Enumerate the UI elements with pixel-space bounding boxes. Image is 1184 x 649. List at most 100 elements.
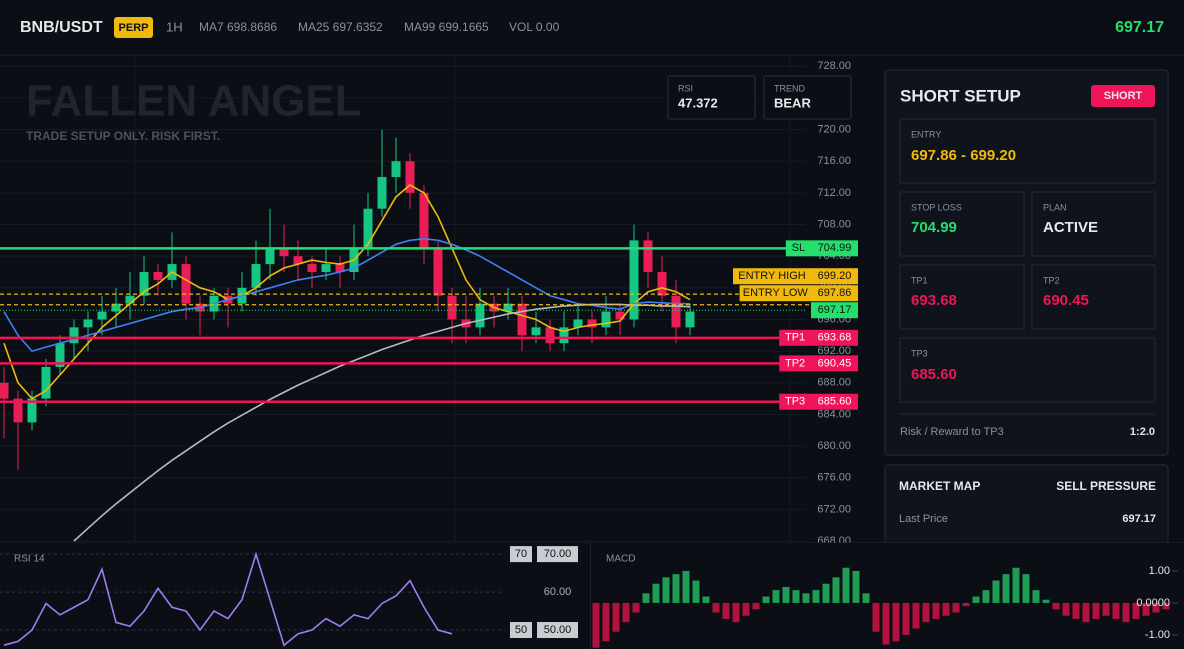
plan-card <box>1031 191 1156 257</box>
tp1-label: TP1 <box>911 275 928 285</box>
y-tick-label: 716.00 <box>817 155 851 167</box>
candle-body <box>13 398 23 423</box>
level-tag-name-bg <box>739 285 811 302</box>
macd-bar <box>672 574 680 603</box>
macd-bar <box>1032 590 1040 603</box>
level-tag-value: 704.99 <box>818 242 852 254</box>
rsi-line <box>3 551 453 647</box>
macd-bar <box>882 602 890 645</box>
entry-label: ENTRY <box>911 129 941 139</box>
y-tick-label: 672.00 <box>817 503 851 515</box>
macd-bar <box>912 602 920 629</box>
rsi-tick-bg <box>537 622 578 639</box>
macd-bar <box>1062 602 1070 616</box>
macd-bar <box>792 590 800 603</box>
market-map-title: MARKET MAP <box>899 479 980 493</box>
candle-body <box>27 398 37 423</box>
sl-value: 704.99 <box>911 219 957 236</box>
macd-bar <box>692 580 700 603</box>
macd-bar <box>1122 602 1130 623</box>
level-tag-name: ENTRY LOW <box>743 287 809 299</box>
macd-bar <box>712 602 720 613</box>
candle-body <box>629 240 639 320</box>
rr-value: 1:2.0 <box>1130 426 1155 438</box>
candle-body <box>433 248 443 296</box>
candle-body <box>517 303 527 336</box>
rsi-value: 47.372 <box>678 95 718 110</box>
candle-body <box>405 161 415 193</box>
candle-body <box>111 303 121 312</box>
candle-body <box>391 161 401 178</box>
macd-bar <box>812 590 820 603</box>
level-tag-name-bg <box>779 393 811 410</box>
macd-bar <box>1082 602 1090 623</box>
candle-body <box>587 319 597 328</box>
level-tag-value: 690.45 <box>818 357 852 369</box>
entry-card <box>899 118 1156 184</box>
macd-bar <box>902 602 910 635</box>
tp3-card <box>899 337 1156 403</box>
macd-bar <box>952 602 960 613</box>
rsi-label: RSI <box>678 83 693 93</box>
candle-body <box>335 264 345 272</box>
macd-tick-label: 1.00 <box>1149 565 1170 577</box>
level-tag-bg <box>811 393 858 410</box>
candle-body <box>671 295 681 328</box>
badge: PERP <box>119 22 149 34</box>
candle-body <box>251 264 261 288</box>
candle-body <box>41 366 51 399</box>
level-tag-name: ENTRY HIGH <box>738 270 805 282</box>
ma25-readout: MA25 697.6352 <box>298 20 383 34</box>
market-status: SELL PRESSURE <box>1056 479 1156 493</box>
tp3-value: 685.60 <box>911 366 957 383</box>
level-tag-bg <box>811 302 858 319</box>
interval[interactable]: 1H <box>166 19 183 34</box>
candle-body <box>265 248 275 265</box>
candle-body <box>657 271 667 296</box>
rsi-tick-label: 70.00 <box>544 548 572 560</box>
macd-bar <box>832 577 840 603</box>
macd-bar <box>802 593 810 603</box>
badge-bg <box>114 17 153 38</box>
candle-body <box>83 319 93 328</box>
level-tag-name-bg <box>785 240 811 257</box>
macd-bar <box>1042 599 1050 603</box>
level-tag-bg <box>811 240 858 257</box>
rsi-tick-label: 50.00 <box>544 624 572 636</box>
candle-body <box>601 311 611 328</box>
macd-bar <box>752 602 760 610</box>
short-badge: SHORT <box>1104 90 1143 102</box>
macd-bar <box>842 567 850 603</box>
macd-bar <box>962 602 970 607</box>
candle-body <box>377 177 387 209</box>
ma99-readout: MA99 699.1665 <box>404 20 489 34</box>
tp2-label: TP2 <box>1043 275 1060 285</box>
tp2-card <box>1031 264 1156 330</box>
candle-body <box>181 264 191 304</box>
last-price: 697.17 <box>1115 19 1164 36</box>
level-tag-name-bg <box>779 355 811 372</box>
y-tick-label: 680.00 <box>817 440 851 452</box>
macd-bar <box>592 602 600 648</box>
candle-body <box>153 271 163 280</box>
vol-readout: VOL 0.00 <box>509 20 560 34</box>
macd-bar <box>642 593 650 603</box>
level-tag-name: TP1 <box>785 332 805 344</box>
macd-bar <box>1142 602 1150 616</box>
macd-bar <box>822 583 830 603</box>
level-tag-name: TP2 <box>785 357 805 369</box>
candle-body <box>139 271 149 296</box>
y-tick-label: 692.00 <box>817 345 851 357</box>
macd-bar <box>772 590 780 603</box>
trend-label: TREND <box>774 83 805 93</box>
watermark-subtitle: TRADE SETUP ONLY. RISK FIRST. <box>26 129 220 143</box>
y-tick-label: 688.00 <box>817 377 851 389</box>
candle-body <box>573 319 583 328</box>
rsi-tick-bg <box>537 546 578 563</box>
ma-line <box>73 303 691 542</box>
candle-body <box>321 264 331 272</box>
candle-body <box>419 192 429 249</box>
level-tag-value: 697.17 <box>818 304 852 316</box>
macd-bar <box>1162 602 1170 610</box>
candle-body <box>55 343 65 367</box>
